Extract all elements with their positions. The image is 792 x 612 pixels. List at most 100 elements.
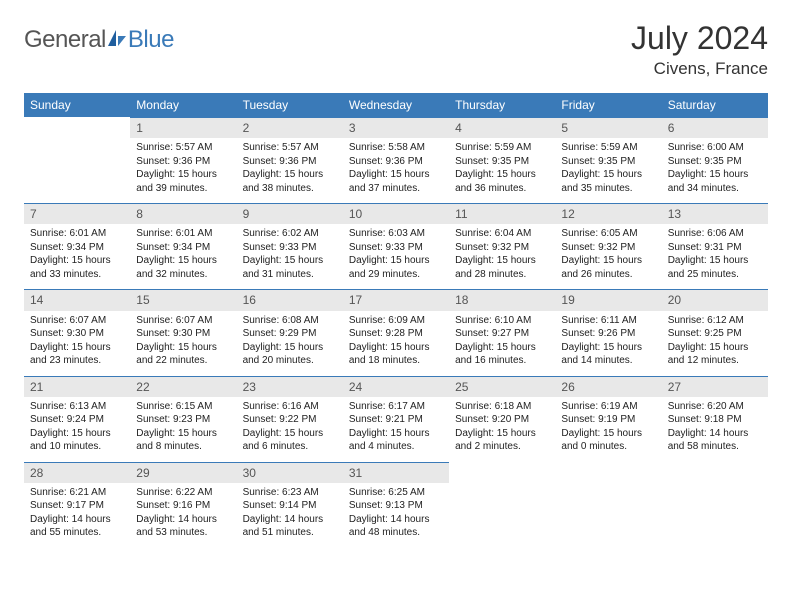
sunset-text: Sunset: 9:21 PM bbox=[349, 413, 443, 427]
daylight-text: and 25 minutes. bbox=[668, 268, 762, 282]
day-body: Sunrise: 6:12 AMSunset: 9:25 PMDaylight:… bbox=[662, 311, 768, 376]
daylight-text: Daylight: 15 hours bbox=[455, 427, 549, 441]
sunset-text: Sunset: 9:18 PM bbox=[668, 413, 762, 427]
calendar-day-cell: 7Sunrise: 6:01 AMSunset: 9:34 PMDaylight… bbox=[24, 203, 130, 289]
location-label: Civens, France bbox=[631, 59, 768, 79]
daylight-text: Daylight: 15 hours bbox=[136, 168, 230, 182]
daylight-text: and 29 minutes. bbox=[349, 268, 443, 282]
day-number: 4 bbox=[449, 117, 555, 138]
sunset-text: Sunset: 9:31 PM bbox=[668, 241, 762, 255]
day-body: Sunrise: 5:59 AMSunset: 9:35 PMDaylight:… bbox=[555, 138, 661, 203]
day-number: 18 bbox=[449, 289, 555, 310]
sunrise-text: Sunrise: 6:13 AM bbox=[30, 400, 124, 414]
sunrise-text: Sunrise: 6:20 AM bbox=[668, 400, 762, 414]
calendar-day-cell: 31Sunrise: 6:25 AMSunset: 9:13 PMDayligh… bbox=[343, 462, 449, 548]
weekday-header-row: Sunday Monday Tuesday Wednesday Thursday… bbox=[24, 93, 768, 117]
daylight-text: and 55 minutes. bbox=[30, 526, 124, 540]
daylight-text: Daylight: 15 hours bbox=[349, 254, 443, 268]
sunset-text: Sunset: 9:24 PM bbox=[30, 413, 124, 427]
sunrise-text: Sunrise: 6:05 AM bbox=[561, 227, 655, 241]
sunrise-text: Sunrise: 6:09 AM bbox=[349, 314, 443, 328]
daylight-text: and 0 minutes. bbox=[561, 440, 655, 454]
day-body: Sunrise: 6:03 AMSunset: 9:33 PMDaylight:… bbox=[343, 224, 449, 289]
sunrise-text: Sunrise: 6:10 AM bbox=[455, 314, 549, 328]
day-body: Sunrise: 6:09 AMSunset: 9:28 PMDaylight:… bbox=[343, 311, 449, 376]
calendar-day-cell: 2Sunrise: 5:57 AMSunset: 9:36 PMDaylight… bbox=[237, 117, 343, 203]
day-body: Sunrise: 5:57 AMSunset: 9:36 PMDaylight:… bbox=[130, 138, 236, 203]
sunrise-text: Sunrise: 6:23 AM bbox=[243, 486, 337, 500]
day-number: 1 bbox=[130, 117, 236, 138]
calendar-day-cell: 24Sunrise: 6:17 AMSunset: 9:21 PMDayligh… bbox=[343, 376, 449, 462]
day-body: Sunrise: 6:01 AMSunset: 9:34 PMDaylight:… bbox=[24, 224, 130, 289]
logo-sail-icon bbox=[106, 28, 128, 53]
calendar-day-cell: 23Sunrise: 6:16 AMSunset: 9:22 PMDayligh… bbox=[237, 376, 343, 462]
daylight-text: and 6 minutes. bbox=[243, 440, 337, 454]
sunrise-text: Sunrise: 5:57 AM bbox=[136, 141, 230, 155]
daylight-text: and 28 minutes. bbox=[455, 268, 549, 282]
daylight-text: Daylight: 15 hours bbox=[349, 341, 443, 355]
daylight-text: and 35 minutes. bbox=[561, 182, 655, 196]
sunset-text: Sunset: 9:34 PM bbox=[30, 241, 124, 255]
day-number: 21 bbox=[24, 376, 130, 397]
day-body: Sunrise: 6:22 AMSunset: 9:16 PMDaylight:… bbox=[130, 483, 236, 548]
sunset-text: Sunset: 9:29 PM bbox=[243, 327, 337, 341]
calendar-day-cell: 10Sunrise: 6:03 AMSunset: 9:33 PMDayligh… bbox=[343, 203, 449, 289]
daylight-text: Daylight: 14 hours bbox=[243, 513, 337, 527]
weekday-header: Friday bbox=[555, 93, 661, 117]
sunrise-text: Sunrise: 6:07 AM bbox=[136, 314, 230, 328]
calendar-day-cell bbox=[449, 462, 555, 548]
calendar-day-cell: 13Sunrise: 6:06 AMSunset: 9:31 PMDayligh… bbox=[662, 203, 768, 289]
day-body: Sunrise: 6:23 AMSunset: 9:14 PMDaylight:… bbox=[237, 483, 343, 548]
daylight-text: Daylight: 15 hours bbox=[349, 168, 443, 182]
daylight-text: and 33 minutes. bbox=[30, 268, 124, 282]
daylight-text: and 39 minutes. bbox=[136, 182, 230, 196]
sunset-text: Sunset: 9:13 PM bbox=[349, 499, 443, 513]
calendar-week-row: 21 Sunrise: 6:13 AMSunset: 9:24 PM Dayligh… bbox=[24, 376, 768, 462]
sunset-text: Sunset: 9:36 PM bbox=[243, 155, 337, 169]
sunset-text: Sunset: 9:26 PM bbox=[561, 327, 655, 341]
sunrise-text: Sunrise: 6:25 AM bbox=[349, 486, 443, 500]
day-body: Sunrise: 5:58 AMSunset: 9:36 PMDaylight:… bbox=[343, 138, 449, 203]
sunset-text: Sunset: 9:30 PM bbox=[30, 327, 124, 341]
calendar-day-cell: 9Sunrise: 6:02 AMSunset: 9:33 PMDaylight… bbox=[237, 203, 343, 289]
daylight-text: and 26 minutes. bbox=[561, 268, 655, 282]
logo-text-general: General bbox=[24, 26, 106, 54]
day-number: 15 bbox=[130, 289, 236, 310]
calendar-week-row: 14Sunrise: 6:07 AMSunset: 9:30 PMDayligh… bbox=[24, 289, 768, 375]
sunset-text: Sunset: 9:30 PM bbox=[136, 327, 230, 341]
sunrise-text: Sunrise: 5:57 AM bbox=[243, 141, 337, 155]
day-body: Sunrise: 6:06 AMSunset: 9:31 PMDaylight:… bbox=[662, 224, 768, 289]
day-body: Sunrise: 6:00 AMSunset: 9:35 PMDaylight:… bbox=[662, 138, 768, 203]
daylight-text: and 38 minutes. bbox=[243, 182, 337, 196]
sunrise-text: Sunrise: 6:03 AM bbox=[349, 227, 443, 241]
daylight-text: and 14 minutes. bbox=[561, 354, 655, 368]
sunrise-text: Sunrise: 6:01 AM bbox=[136, 227, 230, 241]
sunrise-text: Sunrise: 6:06 AM bbox=[668, 227, 762, 241]
daylight-text: and 22 minutes. bbox=[136, 354, 230, 368]
calendar-day-cell: 27Sunrise: 6:20 AMSunset: 9:18 PMDayligh… bbox=[662, 376, 768, 462]
sunrise-text: Sunrise: 6:08 AM bbox=[243, 314, 337, 328]
daylight-text: Daylight: 15 hours bbox=[668, 341, 762, 355]
daylight-text: Daylight: 15 hours bbox=[30, 254, 124, 268]
day-number: 28 bbox=[24, 462, 130, 483]
day-number: 10 bbox=[343, 203, 449, 224]
daylight-text: and 8 minutes. bbox=[136, 440, 230, 454]
calendar-day-cell: 8Sunrise: 6:01 AMSunset: 9:34 PMDaylight… bbox=[130, 203, 236, 289]
calendar-day-cell: 12Sunrise: 6:05 AMSunset: 9:32 PMDayligh… bbox=[555, 203, 661, 289]
daylight-text: Daylight: 15 hours bbox=[561, 254, 655, 268]
sunset-text: Sunset: 9:14 PM bbox=[243, 499, 337, 513]
day-number: 9 bbox=[237, 203, 343, 224]
day-body: Sunrise: 5:57 AMSunset: 9:36 PMDaylight:… bbox=[237, 138, 343, 203]
calendar-table: Sunday Monday Tuesday Wednesday Thursday… bbox=[24, 93, 768, 548]
day-number: 23 bbox=[237, 376, 343, 397]
weekday-header: Sunday bbox=[24, 93, 130, 117]
sunset-text: Sunset: 9:22 PM bbox=[243, 413, 337, 427]
calendar-day-cell: 18Sunrise: 6:10 AMSunset: 9:27 PMDayligh… bbox=[449, 289, 555, 375]
daylight-text: Daylight: 15 hours bbox=[561, 341, 655, 355]
day-number: 31 bbox=[343, 462, 449, 483]
calendar-day-cell: 22Sunrise: 6:15 AMSunset: 9:23 PMDayligh… bbox=[130, 376, 236, 462]
sunrise-text: Sunrise: 6:21 AM bbox=[30, 486, 124, 500]
daylight-text: and 23 minutes. bbox=[30, 354, 124, 368]
daylight-text: Daylight: 15 hours bbox=[243, 341, 337, 355]
daylight-text: Daylight: 15 hours bbox=[136, 341, 230, 355]
